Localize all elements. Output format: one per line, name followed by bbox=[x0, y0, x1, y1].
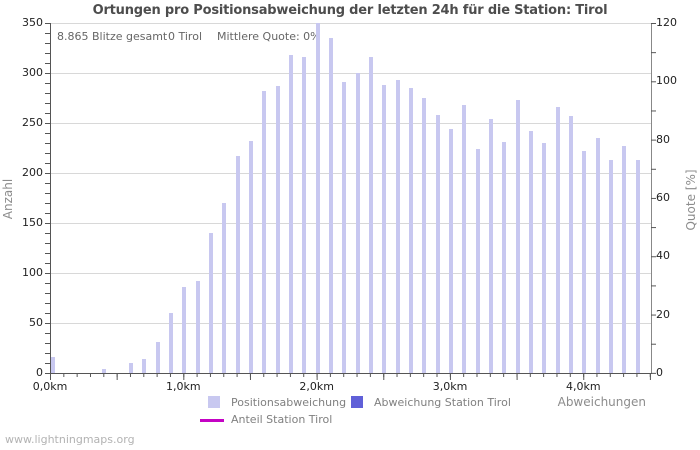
x-axis-title: Abweichungen bbox=[557, 395, 646, 409]
gridline-300 bbox=[51, 73, 651, 74]
y-left-label-200: 200 bbox=[22, 166, 43, 179]
stat-total-strikes: 8.865 Blitze gesamt bbox=[57, 30, 168, 43]
gridline-200 bbox=[51, 173, 651, 174]
bar-positionsabweichung bbox=[502, 142, 507, 373]
y-axis-title-right: Quote [%] bbox=[684, 169, 698, 231]
x-label-3km: 3,0km bbox=[432, 380, 468, 393]
x-axis-major-ticks bbox=[50, 374, 651, 380]
y-right-label-40: 40 bbox=[656, 249, 670, 263]
bar-positionsabweichung bbox=[249, 141, 253, 373]
bar-positionsabweichung bbox=[395, 80, 400, 373]
bar-positionsabweichung bbox=[635, 160, 640, 373]
x-label-4km: 4,0km bbox=[566, 380, 601, 393]
bar-positionsabweichung bbox=[209, 233, 213, 373]
plot-area bbox=[50, 23, 652, 374]
y-right-label-100: 100 bbox=[656, 74, 677, 88]
bar-positionsabweichung bbox=[302, 57, 307, 373]
bar-positionsabweichung bbox=[195, 281, 200, 373]
x-label-1km: 1,0km bbox=[166, 380, 201, 393]
bar-positionsabweichung bbox=[489, 119, 493, 373]
bar-positionsabweichung bbox=[435, 115, 440, 373]
bar-positionsabweichung bbox=[475, 149, 480, 373]
bar-positionsabweichung bbox=[542, 143, 547, 373]
bar-positionsabweichung bbox=[235, 156, 240, 373]
legend-swatch-abweichung-station bbox=[351, 396, 363, 408]
bar-positionsabweichung bbox=[315, 23, 320, 373]
bar-positionsabweichung bbox=[142, 359, 147, 373]
y-left-label-100: 100 bbox=[22, 266, 43, 279]
left-axis-ticks bbox=[45, 23, 50, 374]
bar-positionsabweichung bbox=[462, 105, 467, 373]
y-left-label-0: 0 bbox=[36, 366, 43, 379]
bar-positionsabweichung bbox=[622, 146, 627, 373]
y-left-label-350: 350 bbox=[22, 16, 43, 29]
bar-positionsabweichung bbox=[329, 38, 333, 373]
legend-swatch-positionsabweichung bbox=[208, 396, 220, 408]
gridline-350 bbox=[51, 23, 651, 24]
bar-positionsabweichung bbox=[155, 342, 160, 373]
gridline-100 bbox=[51, 273, 651, 274]
bar-positionsabweichung bbox=[342, 82, 347, 373]
legend-line-anteil-station bbox=[200, 419, 224, 422]
bar-positionsabweichung bbox=[169, 313, 173, 373]
gridline-50 bbox=[51, 323, 651, 324]
bar-positionsabweichung bbox=[262, 91, 267, 373]
bar-positionsabweichung bbox=[609, 160, 613, 373]
bar-positionsabweichung bbox=[355, 73, 360, 373]
bar-positionsabweichung bbox=[582, 151, 587, 373]
bar-positionsabweichung bbox=[102, 369, 107, 373]
bar-positionsabweichung bbox=[422, 98, 427, 373]
bar-positionsabweichung bbox=[222, 203, 227, 373]
bar-positionsabweichung bbox=[289, 55, 293, 373]
bar-positionsabweichung bbox=[529, 131, 533, 373]
y-left-label-300: 300 bbox=[22, 66, 43, 79]
bar-positionsabweichung bbox=[569, 116, 573, 373]
x-label-2km: 2,0km bbox=[299, 380, 334, 393]
right-axis-ticks bbox=[651, 23, 656, 374]
bar-positionsabweichung bbox=[555, 107, 560, 373]
gridline-250 bbox=[51, 123, 651, 124]
legend-label-anteil-station: Anteil Station Tirol bbox=[231, 413, 333, 426]
y-right-label-120: 120 bbox=[656, 16, 677, 29]
y-left-label-250: 250 bbox=[22, 116, 43, 129]
bar-positionsabweichung bbox=[369, 57, 373, 373]
y-right-label-20: 20 bbox=[656, 307, 670, 321]
legend-label-positionsabweichung: Positionsabweichung bbox=[231, 396, 347, 409]
y-left-label-150: 150 bbox=[22, 216, 43, 229]
watermark: www.lightningmaps.org bbox=[5, 433, 135, 446]
y-axis-title-left: Anzahl bbox=[1, 178, 15, 220]
bar-positionsabweichung bbox=[515, 100, 520, 373]
stat-mean-quote: Mittlere Quote: 0% bbox=[217, 30, 321, 43]
chart-title: Ortungen pro Positionsabweichung der let… bbox=[92, 3, 608, 18]
stat-station-strikes: 0 Tirol bbox=[168, 30, 202, 43]
gridline-150 bbox=[51, 223, 651, 224]
bar-positionsabweichung bbox=[595, 138, 600, 373]
bar-positionsabweichung bbox=[275, 86, 280, 373]
bar-positionsabweichung bbox=[129, 363, 133, 373]
y-left-label-50: 50 bbox=[29, 316, 43, 329]
x-label-0km: 0,0km bbox=[32, 380, 68, 393]
bar-positionsabweichung bbox=[409, 88, 413, 373]
y-right-label-80: 80 bbox=[656, 132, 670, 146]
bar-positionsabweichung bbox=[182, 287, 187, 373]
bar-positionsabweichung bbox=[449, 129, 453, 373]
legend-label-abweichung-station: Abweichung Station Tirol bbox=[374, 396, 511, 409]
y-right-label-60: 60 bbox=[656, 191, 670, 204]
y-right-label-0: 0 bbox=[656, 366, 663, 379]
bar-positionsabweichung bbox=[382, 85, 387, 373]
bar-positionsabweichung bbox=[51, 357, 55, 373]
